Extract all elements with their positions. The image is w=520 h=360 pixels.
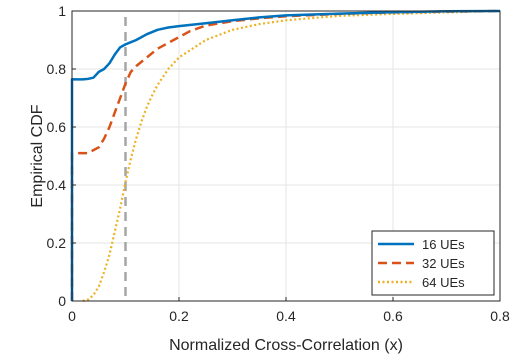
legend-label: 16 UEs — [422, 237, 465, 252]
legend-label: 32 UEs — [422, 256, 465, 271]
series-line-16-ues — [70, 9, 501, 301]
series-group — [70, 9, 501, 303]
legend: 16 UEs 32 UEs 64 UEs — [371, 230, 495, 296]
y-tick-label: 0.4 — [47, 177, 67, 193]
y-axis-title: Empirical CDF — [29, 104, 46, 207]
y-tick-label: 1 — [58, 3, 66, 19]
legend-label: 64 UEs — [422, 275, 465, 290]
series-line-64-ues — [82, 9, 501, 303]
x-tick-label: 0.4 — [276, 308, 296, 324]
tick-labels: 0 0.2 0.4 0.6 0.8 0 0.2 0.4 0.6 0.8 1 — [47, 3, 510, 324]
x-axis-title: Normalized Cross-Correlation (x) — [169, 337, 403, 354]
x-tick-label: 0.2 — [169, 308, 189, 324]
y-tick-label: 0.6 — [47, 119, 67, 135]
plot-frame — [71, 10, 501, 302]
y-tick-label: 0.2 — [47, 235, 67, 251]
x-tick-label: 0 — [68, 308, 76, 324]
axes — [71, 10, 501, 302]
y-tick-label: 0 — [58, 293, 66, 309]
x-tick-label: 0.6 — [383, 308, 403, 324]
y-tick-label: 0.8 — [47, 61, 67, 77]
x-tick-label: 0.8 — [490, 308, 510, 324]
